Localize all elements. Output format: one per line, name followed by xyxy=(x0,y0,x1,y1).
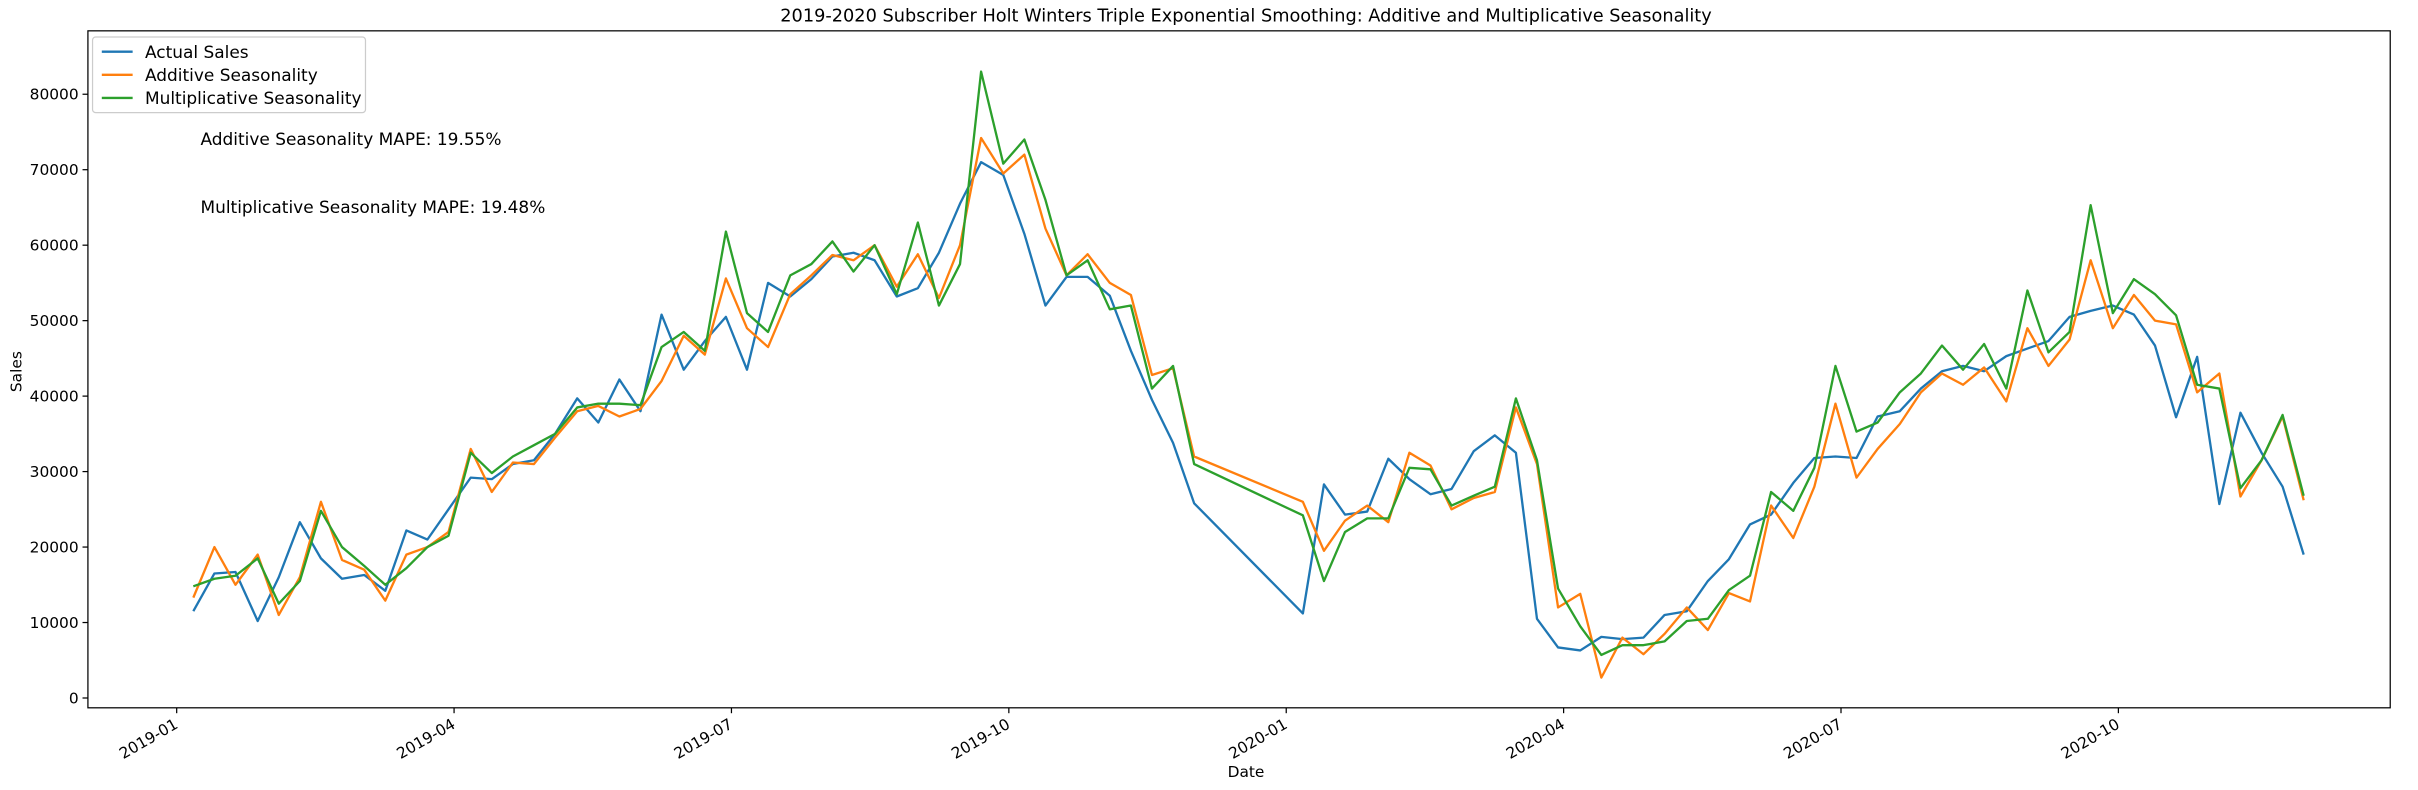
series-line xyxy=(192,70,2305,657)
annotation: Additive Seasonality MAPE: 19.55% xyxy=(200,129,501,149)
y-tick-label: 60000 xyxy=(30,237,79,255)
y-axis-label: Sales xyxy=(8,351,26,392)
y-tick-label: 20000 xyxy=(30,538,79,556)
y-tick-label: 50000 xyxy=(30,312,79,330)
legend-label: Multiplicative Seasonality xyxy=(145,88,362,108)
legend-label: Actual Sales xyxy=(145,42,249,62)
legend-label: Additive Seasonality xyxy=(145,65,318,85)
chart-title: 2019-2020 Subscriber Holt Winters Triple… xyxy=(780,7,1711,27)
y-tick-label: 10000 xyxy=(30,614,79,632)
x-tick-label: 2019-01 xyxy=(116,715,181,763)
x-tick-label: 2020-04 xyxy=(1503,715,1568,763)
y-tick-label: 40000 xyxy=(30,388,79,406)
x-axis-label: Date xyxy=(1228,763,1265,781)
y-tick-label: 80000 xyxy=(30,86,79,104)
y-tick-label: 30000 xyxy=(30,463,79,481)
x-tick-label: 2020-01 xyxy=(1226,715,1291,763)
legend-box xyxy=(91,36,367,114)
y-tick-label: 70000 xyxy=(30,161,79,179)
y-tick-label: 0 xyxy=(69,689,79,707)
x-tick-label: 2019-10 xyxy=(948,715,1013,763)
series-line xyxy=(192,161,2305,652)
plot-frame xyxy=(87,30,2391,709)
x-tick-label: 2020-07 xyxy=(1781,715,1846,763)
x-tick-label: 2019-07 xyxy=(671,715,736,763)
x-tick-label: 2020-10 xyxy=(2058,715,2123,763)
x-tick-label: 2019-04 xyxy=(394,715,459,763)
annotation: Multiplicative Seasonality MAPE: 19.48% xyxy=(200,197,545,217)
series-line xyxy=(192,136,2305,679)
